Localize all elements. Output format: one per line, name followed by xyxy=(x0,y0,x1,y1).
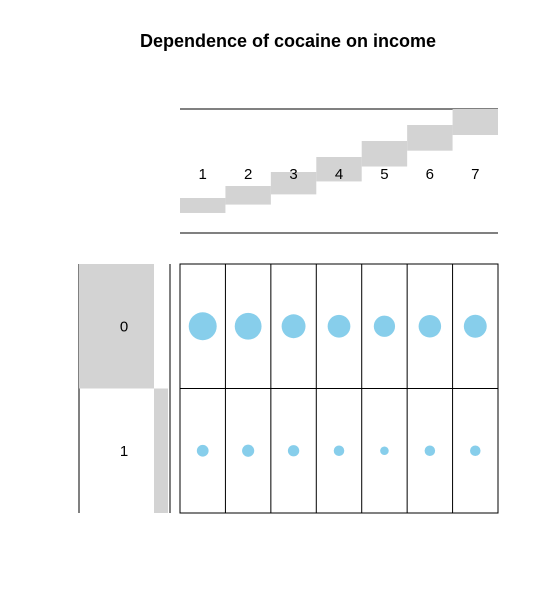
column-marginal-bar xyxy=(225,186,271,205)
column-marginal-bar xyxy=(407,125,453,151)
column-marginal-bar xyxy=(180,198,226,213)
cell-dot xyxy=(327,314,351,338)
cell-dot xyxy=(196,444,209,457)
cell-dot xyxy=(380,446,389,456)
cell-dot xyxy=(418,314,442,338)
row-marginal-bar xyxy=(79,264,154,389)
column-category-label: 6 xyxy=(426,166,434,183)
row-marginal-panel: 01 xyxy=(78,264,171,513)
dot-matrix xyxy=(179,263,499,514)
column-category-label: 7 xyxy=(471,166,479,183)
cell-dot xyxy=(242,444,255,457)
cell-dot xyxy=(424,445,436,457)
cell-dot xyxy=(188,312,217,341)
column-category-label: 5 xyxy=(380,166,388,183)
cell-dot xyxy=(333,445,345,457)
cell-dot xyxy=(470,445,481,457)
cell-dot xyxy=(281,314,306,339)
cell-dot xyxy=(234,312,262,340)
row-category-label: 1 xyxy=(120,443,128,460)
column-marginal-panel: 1 2 3 4 5 6 7 xyxy=(180,108,498,234)
row-category-label: 0 xyxy=(120,318,128,335)
column-marginal-bar xyxy=(316,157,362,182)
cell-dot xyxy=(287,445,300,457)
cell-dot xyxy=(373,315,396,337)
column-category-label: 2 xyxy=(244,166,252,183)
column-category-label: 4 xyxy=(335,166,343,183)
cell-dot xyxy=(463,314,487,338)
column-marginal-bar xyxy=(361,141,408,167)
row-marginal-bar xyxy=(154,388,168,513)
column-category-label: 1 xyxy=(199,166,207,183)
column-marginal-bar xyxy=(270,172,317,195)
chart-title: Dependence of cocaine on income xyxy=(140,31,436,51)
column-category-label: 3 xyxy=(289,166,297,183)
column-marginal-bar xyxy=(452,109,498,135)
